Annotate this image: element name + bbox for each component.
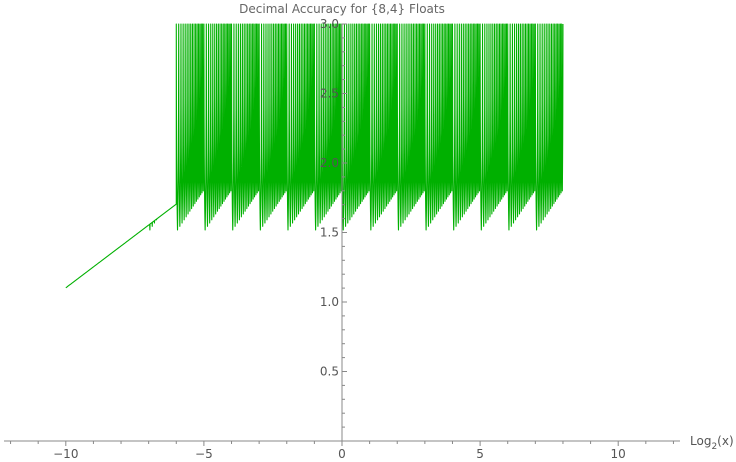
y-tick-label: 0.5 bbox=[320, 365, 339, 379]
y-tick-label: 1.0 bbox=[320, 295, 339, 309]
x-axis-tick-labels: −10 −5 0 5 10 bbox=[53, 447, 626, 461]
y-tick-label: 2.0 bbox=[320, 156, 339, 170]
y-axis-ticks bbox=[342, 23, 347, 428]
y-axis-tick-labels: 0.5 1.0 1.5 2.0 2.5 3.0 bbox=[320, 17, 339, 379]
x-tick-label: 10 bbox=[611, 447, 626, 461]
y-tick-label: 2.5 bbox=[320, 87, 339, 101]
x-tick-label: 5 bbox=[476, 447, 484, 461]
x-tick-label: −5 bbox=[195, 447, 213, 461]
y-tick-label: 3.0 bbox=[320, 17, 339, 31]
y-tick-label: 1.5 bbox=[320, 226, 339, 240]
series-line bbox=[65, 23, 564, 289]
x-tick-label: 0 bbox=[338, 447, 346, 461]
x-axis-ticks bbox=[10, 441, 674, 446]
chart-title: Decimal Accuracy for {8,4} Floats bbox=[239, 2, 445, 16]
plot-area bbox=[65, 23, 564, 289]
x-axis-label-arg: (x) bbox=[717, 434, 733, 448]
x-tick-label: −10 bbox=[53, 447, 78, 461]
x-axis-label-sub: 2 bbox=[711, 442, 717, 452]
x-axis-label-main: Log bbox=[690, 434, 711, 448]
x-axis-label: Log2(x) bbox=[690, 434, 734, 452]
